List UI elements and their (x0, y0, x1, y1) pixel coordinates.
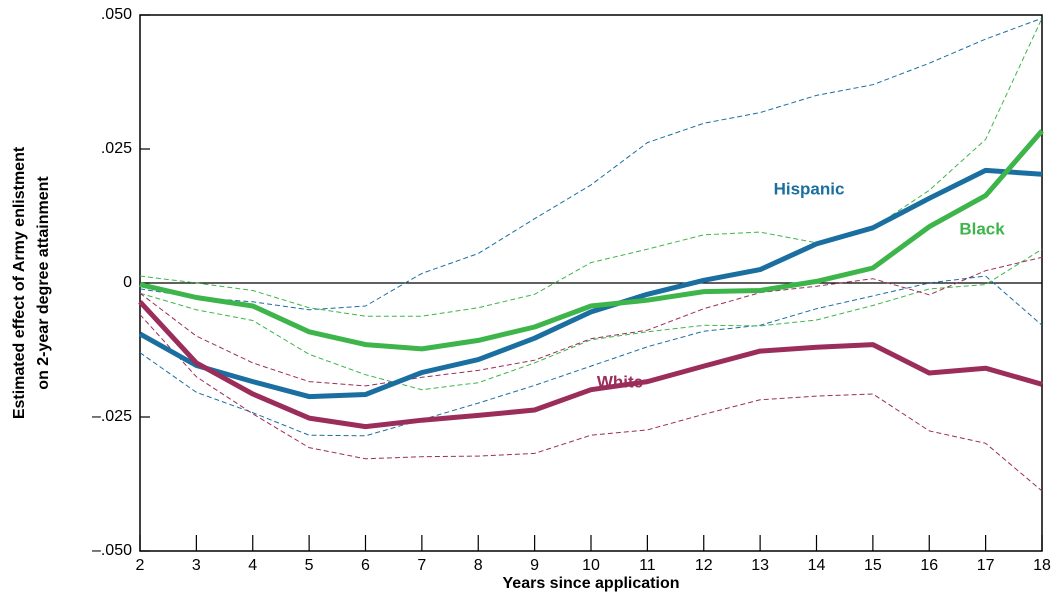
confidence-bound (139, 275, 1043, 437)
series-line (138, 167, 1043, 400)
x-tick-label: 5 (305, 557, 314, 574)
x-tick-label: 9 (530, 557, 539, 574)
x-tick-label: 10 (582, 557, 600, 574)
y-tick-label: 0 (123, 274, 132, 291)
x-tick-label: 8 (474, 557, 483, 574)
y-axis-label: on 2-year degree attainment (35, 176, 52, 390)
confidence-bound (139, 17, 1043, 311)
series-line (138, 300, 1043, 430)
confidence-bound (139, 17, 1043, 317)
x-tick-label: 17 (977, 557, 995, 574)
x-tick-label: 4 (248, 557, 257, 574)
series-label: White (597, 372, 643, 391)
x-tick-label: 15 (864, 557, 882, 574)
y-tick-label: –.025 (92, 408, 132, 425)
x-axis-label: Years since application (503, 575, 680, 592)
y-tick-label: .050 (101, 6, 132, 23)
x-tick-label: 16 (920, 557, 938, 574)
series-label: Black (959, 219, 1005, 238)
x-tick-label: 11 (639, 557, 656, 574)
x-tick-label: 7 (417, 557, 426, 574)
y-axis-label: Estimated effect of Army enlistment (11, 146, 28, 419)
series-line (139, 129, 1044, 352)
x-tick-label: 3 (192, 557, 201, 574)
confidence-bound (139, 256, 1043, 387)
y-tick-label: –.050 (92, 542, 132, 559)
confidence-bound (139, 248, 1043, 391)
y-tick-label: .025 (101, 140, 132, 157)
x-tick-label: 2 (136, 557, 145, 574)
x-tick-label: 6 (361, 557, 370, 574)
series-label: Hispanic (774, 179, 845, 198)
x-tick-label: 12 (695, 557, 713, 574)
confidence-bound (139, 314, 1043, 492)
x-tick-label: 13 (751, 557, 769, 574)
x-tick-label: 14 (808, 557, 826, 574)
x-tick-label: 18 (1033, 557, 1051, 574)
